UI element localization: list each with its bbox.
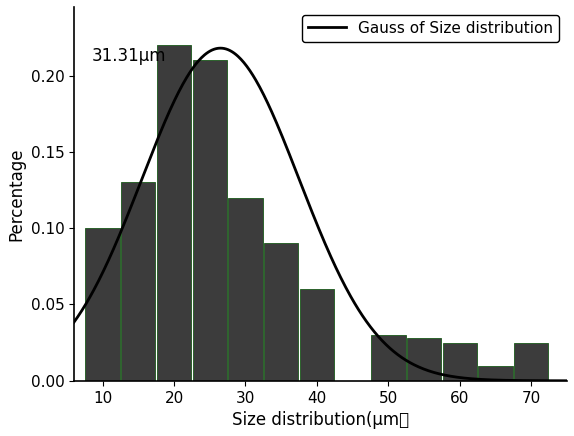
Bar (514, 343, 549, 381)
Text: 31.31μm: 31.31μm (92, 47, 166, 65)
Bar (193, 60, 227, 381)
Bar (228, 198, 263, 381)
Y-axis label: Percentage: Percentage (7, 147, 25, 241)
Bar (264, 243, 298, 381)
Bar (443, 343, 477, 381)
Legend: Gauss of Size distribution: Gauss of Size distribution (302, 14, 560, 42)
Bar (121, 182, 156, 381)
Bar (86, 228, 120, 381)
Bar (479, 365, 513, 381)
Bar (157, 45, 191, 381)
Bar (300, 289, 334, 381)
X-axis label: Size distribution(μm）: Size distribution(μm） (232, 411, 409, 429)
Bar (371, 335, 406, 381)
Bar (407, 338, 441, 381)
